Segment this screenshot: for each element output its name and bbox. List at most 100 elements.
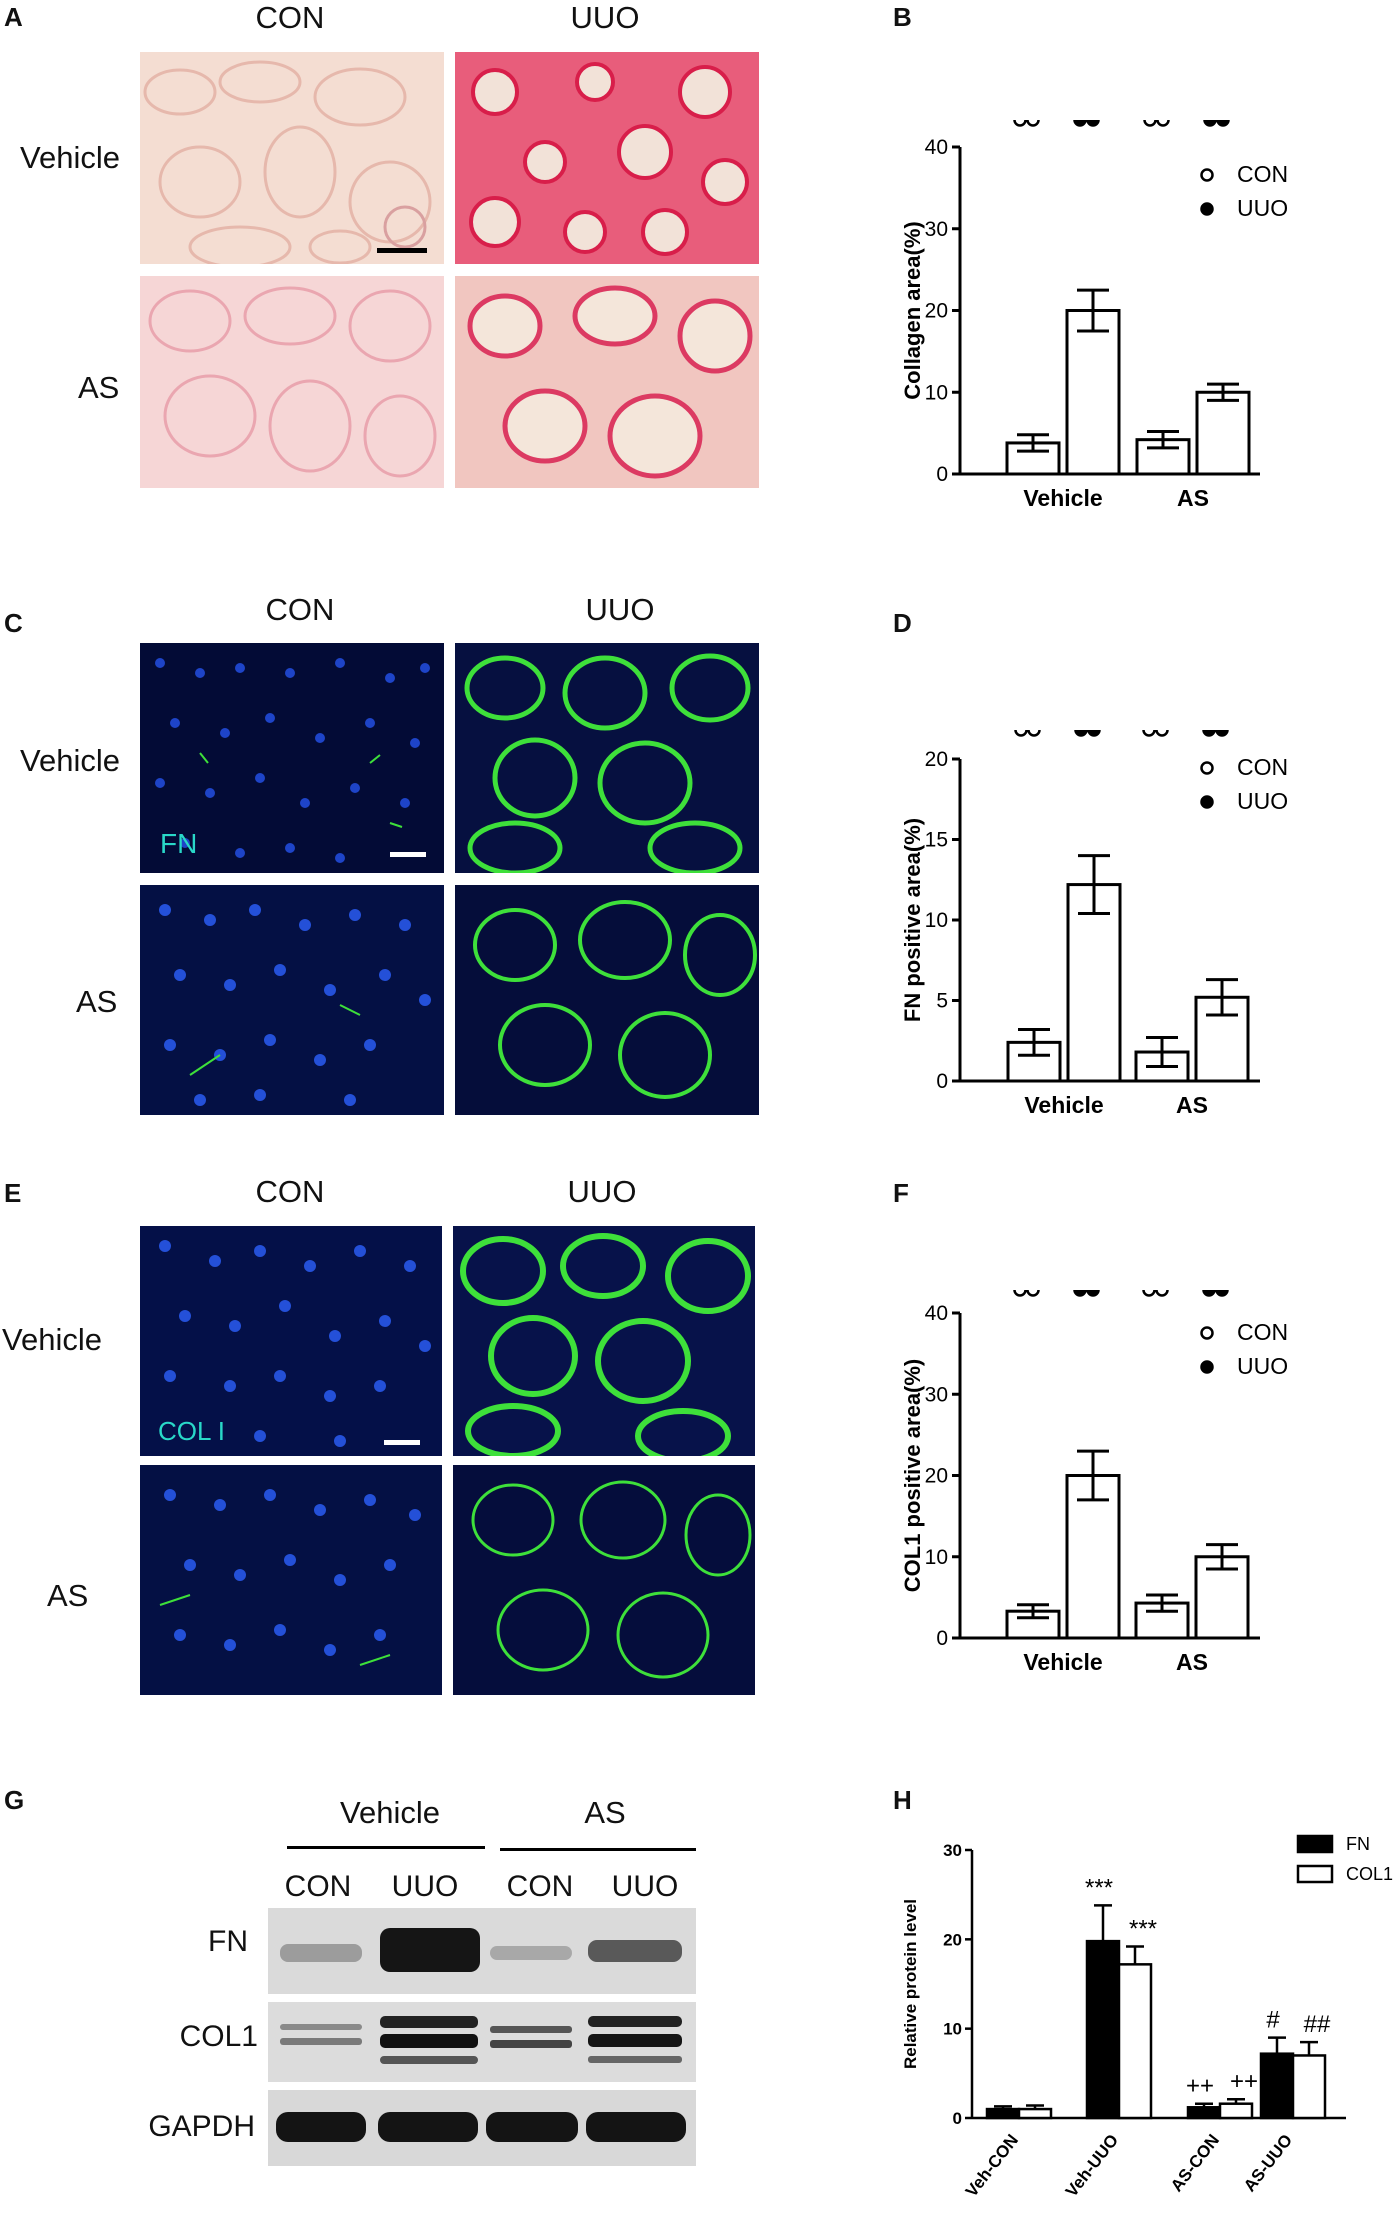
bar bbox=[1065, 1474, 1121, 1640]
blot-group-as-line bbox=[500, 1848, 696, 1851]
significance-label: ++ bbox=[1230, 2068, 1258, 2095]
blot-lane-1: CON bbox=[284, 1870, 352, 1903]
legend-marker bbox=[1296, 1834, 1334, 1854]
significance-label: + bbox=[1154, 730, 1170, 736]
legend-marker bbox=[1200, 202, 1214, 216]
y-tick-label: 0 bbox=[953, 2109, 962, 2128]
y-tick-label: 20 bbox=[925, 748, 948, 771]
micrograph-c-as-uuo-art bbox=[455, 885, 759, 1115]
scale-bar-e bbox=[384, 1440, 420, 1445]
chart-f-svg: 0 10 20 30 40 COL1 positive area(%) Vehicle AS *… bbox=[900, 1265, 1288, 1675]
x-tick-label: Vehicle bbox=[1023, 1649, 1102, 1675]
significance-label: *** bbox=[1077, 120, 1110, 126]
micrograph-e-vehicle-con-art bbox=[140, 1226, 442, 1456]
x-tick-label: Veh-UUO bbox=[1062, 2131, 1122, 2201]
significance-label: ++ bbox=[1147, 120, 1180, 126]
col-label-con-a: CON bbox=[255, 0, 325, 35]
significance-label: ++ bbox=[1146, 1290, 1179, 1296]
micrograph-a-as-con-art bbox=[140, 276, 444, 488]
significance-label: *** bbox=[1129, 1915, 1157, 1942]
micrograph-e-vehicle-uuo-art bbox=[453, 1226, 755, 1456]
blot-row-gapdh: GAPDH bbox=[148, 2110, 255, 2143]
chart-d-svg: 0 5 10 15 20 FN positive area(%) Vehicle AS *** +… bbox=[900, 705, 1288, 1118]
micrograph-a-as-con bbox=[140, 276, 444, 488]
col-label-uuo-c: UUO bbox=[585, 592, 655, 627]
data-point bbox=[1013, 113, 1027, 127]
micrograph-c-vehicle-uuo bbox=[455, 643, 759, 873]
panel-letter-g: G bbox=[4, 1785, 25, 1815]
y-axis-label: FN positive area(%) bbox=[900, 818, 925, 1022]
x-tick-label: AS bbox=[1177, 485, 1209, 511]
x-tick-label: AS-CON bbox=[1167, 2131, 1223, 2196]
significance-label: *** bbox=[1078, 730, 1111, 736]
y-tick-label: 40 bbox=[925, 136, 948, 159]
micrograph-c-as-con-art bbox=[140, 885, 444, 1115]
legend-label: CON bbox=[1237, 161, 1288, 187]
chart-b: 0 10 20 30 40 Collagen area(%) Vehicle AS *** ++ #… bbox=[880, 95, 1390, 560]
data-point bbox=[1202, 1283, 1216, 1297]
blot-group-vehicle: Vehicle bbox=[340, 1795, 440, 1830]
micrograph-c-vehicle-con bbox=[140, 643, 444, 873]
legend-marker bbox=[1200, 1360, 1214, 1374]
micrograph-e-as-uuo-art bbox=[453, 1465, 755, 1695]
micrograph-e-as-con-art bbox=[140, 1465, 442, 1695]
micrograph-c-vehicle-uuo-art bbox=[455, 643, 759, 873]
y-axis-label: Relative protein level bbox=[901, 1899, 920, 2069]
panel-letter-d: D bbox=[893, 608, 912, 638]
significance-label: ++ bbox=[1186, 2073, 1214, 2100]
panel-letter-a: A bbox=[4, 2, 23, 32]
legend-marker bbox=[1200, 795, 1214, 809]
y-tick-label: 10 bbox=[925, 909, 948, 932]
y-tick-label: 10 bbox=[925, 1546, 948, 1569]
y-tick-label: 0 bbox=[936, 1627, 948, 1650]
legend-marker bbox=[1200, 168, 1214, 182]
y-tick-label: 20 bbox=[925, 1465, 948, 1488]
blot-fn bbox=[268, 1908, 696, 1994]
bar bbox=[1017, 2107, 1053, 2120]
x-tick-label: AS-UUO bbox=[1240, 2131, 1296, 2196]
row-label-as-e: AS bbox=[47, 1578, 89, 1613]
data-point bbox=[1013, 1283, 1027, 1297]
blot-group-vehicle-line bbox=[287, 1846, 485, 1849]
micrograph-e-as-con bbox=[140, 1465, 442, 1695]
significance-label: # bbox=[1266, 2007, 1280, 2034]
y-tick-label: 0 bbox=[936, 1070, 948, 1093]
bar bbox=[1065, 309, 1121, 476]
micrograph-c-as-uuo bbox=[455, 885, 759, 1115]
legend-label: COL1 bbox=[1346, 1864, 1393, 1884]
y-tick-label: 40 bbox=[925, 1302, 948, 1325]
micrograph-c-vehicle-con-art bbox=[140, 643, 444, 873]
blot-fn-art bbox=[268, 1908, 696, 1994]
micrograph-e-vehicle-uuo bbox=[453, 1226, 755, 1456]
blot-row-col1: COL1 bbox=[179, 2020, 258, 2053]
micrograph-a-as-uuo-art bbox=[455, 276, 759, 488]
panel-letter-b: B bbox=[893, 2, 912, 32]
y-tick-label: 10 bbox=[925, 381, 948, 404]
y-tick-label: 15 bbox=[925, 829, 948, 852]
blot-gapdh bbox=[268, 2090, 696, 2166]
x-tick-label: Veh-CON bbox=[962, 2131, 1022, 2201]
row-label-vehicle-a: Vehicle bbox=[20, 140, 120, 175]
significance-label: ## bbox=[1206, 730, 1238, 736]
y-tick-label: 5 bbox=[936, 990, 948, 1013]
significance-label: *** bbox=[1085, 1874, 1113, 1901]
bar bbox=[1259, 2052, 1295, 2120]
data-point bbox=[1014, 723, 1028, 737]
significance-label: ## bbox=[1207, 120, 1239, 126]
legend-marker bbox=[1200, 1326, 1214, 1340]
blot-lane-2: UUO bbox=[391, 1870, 459, 1903]
bar bbox=[1195, 390, 1251, 476]
y-axis-label: Collagen area(%) bbox=[900, 221, 925, 400]
legend-label: FN bbox=[1346, 1834, 1370, 1854]
legend-label: UUO bbox=[1237, 195, 1288, 221]
y-tick-label: 30 bbox=[943, 1841, 962, 1860]
col-label-uuo-e: UUO bbox=[567, 1174, 637, 1209]
bar bbox=[1291, 2054, 1327, 2120]
row-label-vehicle-c: Vehicle bbox=[20, 743, 120, 778]
micrograph-a-vehicle-uuo-art bbox=[455, 52, 759, 264]
x-tick-label: AS bbox=[1176, 1649, 1208, 1675]
legend-label: CON bbox=[1237, 1319, 1288, 1345]
panel-letter-e: E bbox=[4, 1178, 22, 1208]
y-axis-label: COL1 positive area(%) bbox=[900, 1359, 925, 1593]
col-label-uuo-a: UUO bbox=[570, 0, 640, 35]
